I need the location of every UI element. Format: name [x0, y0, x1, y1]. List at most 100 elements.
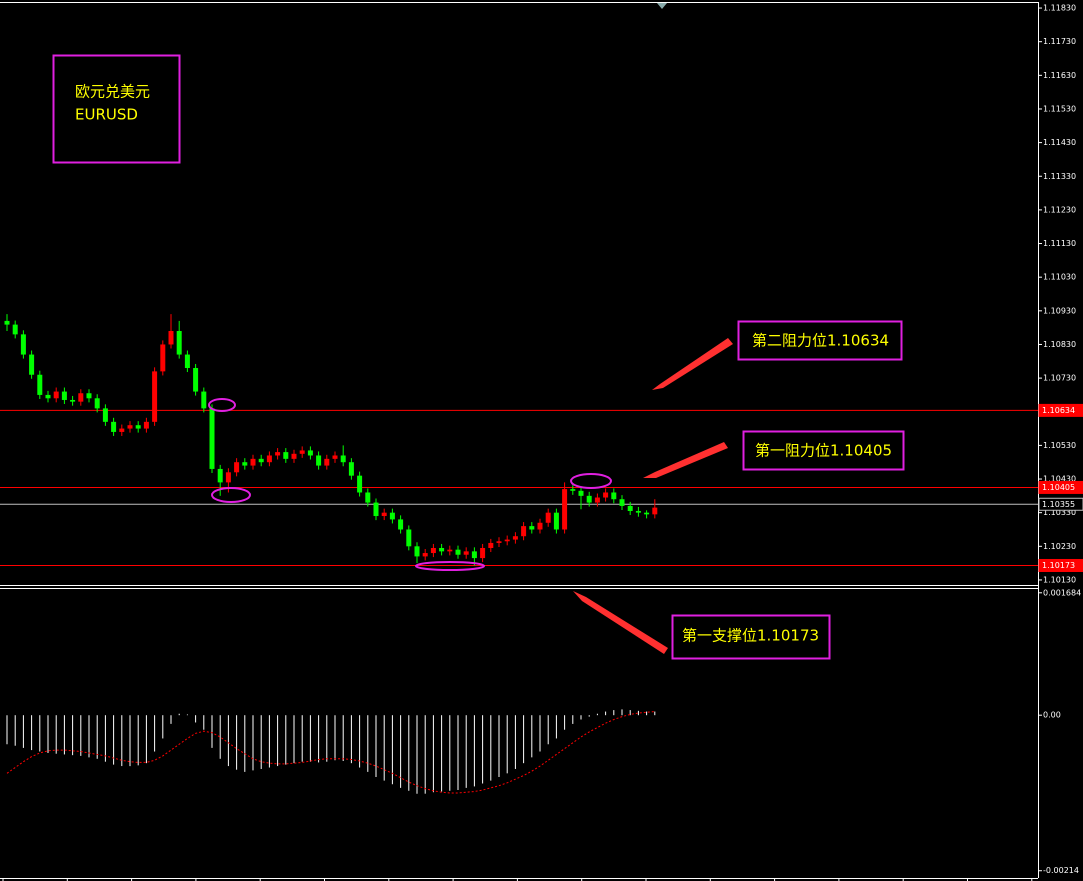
y-tick-label: 0.001684 — [1043, 588, 1081, 597]
candle-body — [258, 458, 264, 463]
y-tick-label: 1.11130 — [1043, 239, 1076, 248]
candle-body — [463, 551, 469, 555]
shift-marker — [657, 3, 667, 9]
annotation-text: 第一阻力位1.10405 — [755, 442, 892, 460]
candle-body — [357, 475, 363, 493]
level-tag — [1038, 497, 1083, 511]
y-tick-label: 1.11030 — [1043, 273, 1076, 282]
candle-body — [37, 374, 43, 395]
level-label: 1.10634 — [1042, 406, 1075, 415]
candle-body — [406, 529, 412, 547]
candle-body — [29, 354, 35, 375]
y-tick-label: 1.11530 — [1043, 104, 1076, 113]
candle-body — [94, 398, 100, 409]
candle-body — [225, 472, 231, 483]
candle-body — [201, 391, 207, 409]
annotation-text: 欧元兑美元 — [75, 83, 150, 101]
candle-body — [422, 553, 428, 557]
candle-body — [283, 452, 289, 459]
candle-body — [152, 371, 158, 422]
candle-body — [184, 354, 190, 369]
candle-body — [373, 502, 379, 517]
candle-body — [439, 547, 445, 552]
candle-body — [135, 425, 141, 429]
candle-body — [299, 450, 305, 454]
highlight — [570, 473, 612, 489]
y-tick-label: 1.11230 — [1043, 205, 1076, 214]
candle-body — [570, 489, 576, 491]
y-tick-label: 1.10430 — [1043, 475, 1076, 484]
candle-body — [545, 512, 551, 523]
candle-body — [70, 399, 76, 402]
y-tick-label: 1.11630 — [1043, 71, 1076, 80]
y-tick-label: 1.10930 — [1043, 306, 1076, 315]
highlight — [208, 398, 236, 412]
y-tick-label: 1.10230 — [1043, 542, 1076, 551]
candle-body — [496, 541, 502, 543]
candle-body — [217, 468, 223, 483]
candle-body — [652, 507, 658, 515]
candle-body — [119, 428, 125, 432]
annotation-box — [737, 320, 903, 361]
candle-body — [586, 495, 592, 503]
candle-body — [291, 453, 297, 459]
candle-body — [635, 510, 641, 513]
candle-body — [160, 344, 166, 372]
candle-body — [250, 458, 256, 466]
plot-area — [0, 314, 1038, 794]
candle-body — [578, 490, 584, 496]
candle-body — [324, 458, 330, 466]
candle-body — [537, 522, 543, 530]
candle-body — [430, 547, 436, 554]
annotation-text: EURUSD — [75, 106, 138, 124]
y-tick-label: 0.00 — [1043, 711, 1061, 720]
candle-body — [644, 512, 650, 515]
candle-body — [603, 492, 609, 498]
candle-body — [365, 492, 371, 503]
candle-body — [102, 408, 108, 422]
candle-body — [193, 368, 199, 392]
candle-body — [4, 320, 10, 325]
y-tick-label: 1.10330 — [1043, 508, 1076, 517]
y-tick-label: 1.11330 — [1043, 172, 1076, 181]
arrow — [652, 338, 733, 390]
y-tick-label: 1.11830 — [1043, 4, 1076, 13]
y-tick-label: 1.10830 — [1043, 340, 1076, 349]
candle-body — [512, 536, 518, 540]
annotation-text: 第一支撑位1.10173 — [682, 627, 819, 645]
candle-body — [414, 546, 420, 557]
y-tick-label: 1.11430 — [1043, 138, 1076, 147]
candle-body — [242, 462, 248, 466]
highlight — [211, 487, 251, 503]
candle-body — [275, 452, 281, 456]
annotation-box — [671, 614, 831, 660]
candle-body — [266, 455, 272, 463]
y-tick-label: 1.10130 — [1043, 575, 1076, 584]
candle-body — [340, 455, 346, 463]
candle-body — [521, 526, 527, 537]
level-tag — [1038, 403, 1083, 417]
candle-body — [627, 505, 633, 511]
candle-body — [611, 492, 617, 500]
candle-body — [168, 331, 174, 345]
candle-body — [480, 547, 486, 559]
candle-body — [594, 497, 600, 503]
candle-body — [562, 489, 568, 530]
candle-body — [332, 455, 338, 459]
y-tick-label: 1.10730 — [1043, 374, 1076, 383]
level-label: 1.10355 — [1042, 500, 1075, 509]
y-tick-label: 1.11730 — [1043, 37, 1076, 46]
y-tick-label: 1.10530 — [1043, 441, 1076, 450]
candle-body — [348, 462, 354, 476]
candle-body — [78, 393, 84, 402]
candle-body — [234, 462, 240, 473]
y-tick-label: -0.00214 — [1043, 866, 1079, 875]
candle-body — [619, 499, 625, 506]
candle-body — [176, 331, 182, 355]
candle-body — [529, 526, 535, 530]
annotation-box — [742, 430, 905, 471]
candle-body — [381, 512, 387, 517]
